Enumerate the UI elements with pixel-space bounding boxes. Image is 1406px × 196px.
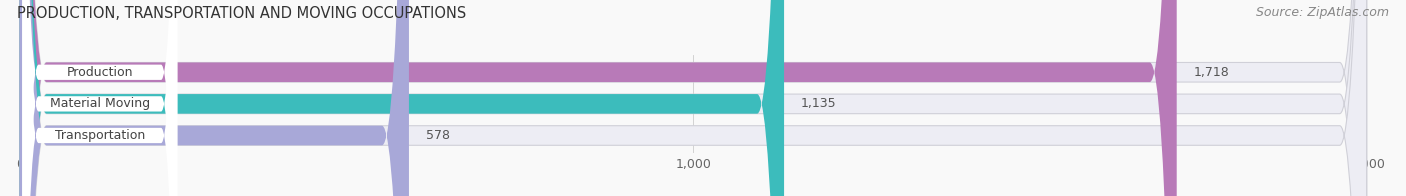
FancyBboxPatch shape [20, 0, 1367, 196]
FancyBboxPatch shape [22, 0, 177, 196]
Text: PRODUCTION, TRANSPORTATION AND MOVING OCCUPATIONS: PRODUCTION, TRANSPORTATION AND MOVING OC… [17, 6, 467, 21]
Text: 578: 578 [426, 129, 450, 142]
Text: Source: ZipAtlas.com: Source: ZipAtlas.com [1256, 6, 1389, 19]
FancyBboxPatch shape [20, 0, 785, 196]
Text: Production: Production [66, 66, 134, 79]
Text: 1,135: 1,135 [801, 97, 837, 110]
Text: 1,718: 1,718 [1194, 66, 1229, 79]
FancyBboxPatch shape [20, 0, 409, 196]
Text: Material Moving: Material Moving [49, 97, 150, 110]
FancyBboxPatch shape [20, 0, 1177, 196]
FancyBboxPatch shape [20, 0, 1367, 196]
Text: Transportation: Transportation [55, 129, 145, 142]
FancyBboxPatch shape [20, 0, 1367, 196]
FancyBboxPatch shape [22, 0, 177, 196]
FancyBboxPatch shape [22, 0, 177, 196]
